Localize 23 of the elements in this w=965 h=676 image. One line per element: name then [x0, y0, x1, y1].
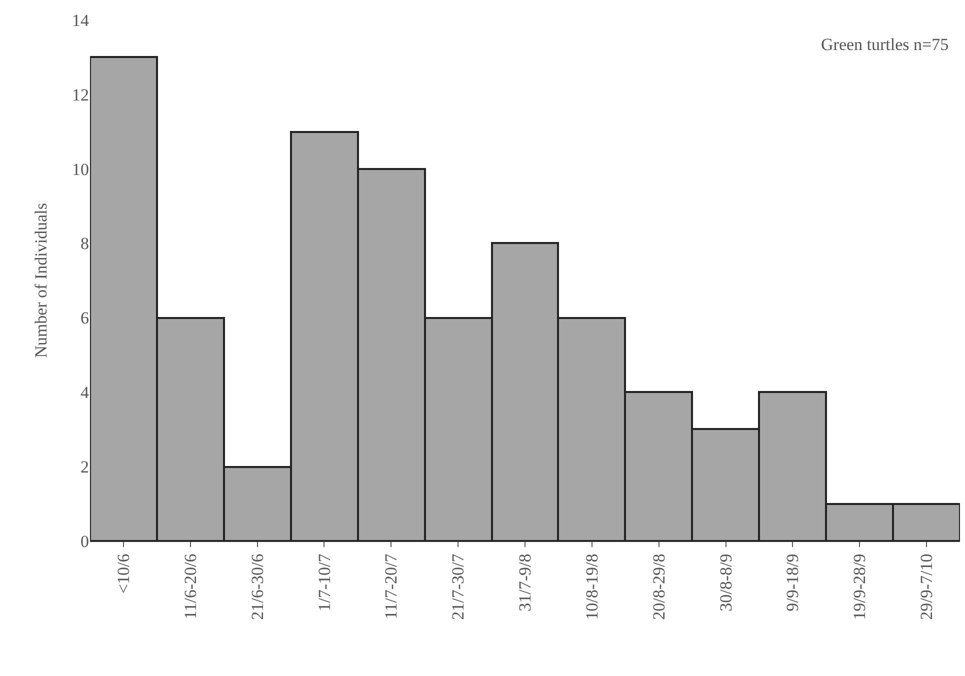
- x-tick-label: 31/7-9/8: [516, 554, 535, 612]
- x-tick-label: 11/6-20/6: [180, 554, 200, 620]
- x-tick-label: 21/7-30/7: [448, 553, 468, 620]
- x-tick-label: 20/8-29/8: [649, 554, 668, 620]
- y-tick-label: 0: [80, 532, 89, 551]
- x-tick-label: 19/9-28/9: [850, 554, 870, 620]
- y-tick-label: 8: [80, 234, 89, 254]
- y-tick-label: 14: [72, 10, 90, 30]
- y-tick-label: 2: [80, 458, 89, 477]
- y-axis-title: Number of Individuals: [32, 203, 51, 358]
- x-tick-label: <10/6: [114, 554, 133, 594]
- x-tick-label: 1/7-10/7: [314, 553, 334, 612]
- y-tick-label: 6: [80, 308, 89, 328]
- y-tick-label: 10: [72, 160, 89, 179]
- x-tick-label: 29/9-7/10: [917, 554, 936, 620]
- y-tick-label: 4: [80, 383, 90, 402]
- x-tick-label: 10/8-19/8: [582, 554, 602, 620]
- y-tick-label: 12: [72, 85, 89, 104]
- annotation: Green turtles n=75: [821, 35, 949, 54]
- x-tick-label: 21/6-30/6: [248, 554, 267, 620]
- x-tick-label: 30/8-8/9: [716, 554, 736, 612]
- x-tick-label: 11/7-20/7: [382, 553, 401, 620]
- x-tick-label: 9/9-18/9: [783, 554, 802, 612]
